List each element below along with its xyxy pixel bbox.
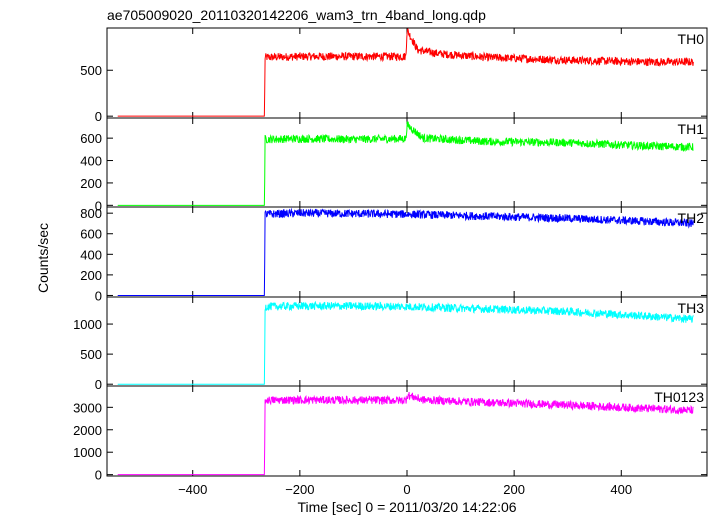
y-tick-label-th3: 0 [95, 377, 102, 392]
x-tick-label: 0 [403, 482, 410, 497]
panel-frame-th0123 [106, 385, 708, 477]
series-line-th0123 [117, 391, 694, 476]
y-tick-label-th0123: 0 [95, 468, 102, 483]
panel-frame-th3 [106, 296, 708, 387]
plot-title: ae705009020_20110320142206_wam3_trn_4ban… [107, 7, 486, 23]
series-label-th0: TH0 [678, 31, 705, 47]
series-line-th3 [117, 300, 694, 385]
y-tick-label-th3: 1000 [73, 317, 102, 332]
y-tick-label-th2: 0 [95, 288, 102, 303]
y-tick-label-th2: 800 [80, 206, 102, 221]
y-tick-label-th1: 200 [80, 176, 102, 191]
series-label-th2: TH2 [678, 210, 705, 226]
x-tick-label: 400 [610, 482, 632, 497]
y-tick-label-th3: 500 [80, 347, 102, 362]
series-label-th1: TH1 [678, 121, 705, 137]
y-tick-label-th2: 600 [80, 227, 102, 242]
series-line-th0 [117, 28, 694, 117]
x-tick-label: −400 [178, 482, 207, 497]
y-tick-label-th2: 200 [80, 268, 102, 283]
y-tick-label-th0: 0 [95, 109, 102, 124]
panels-group: 0 500 TH0 0 200 400 600 TH1 0 200 400 600 800 TH2 0 500… [73, 27, 708, 497]
y-tick-label-th0123: 2000 [73, 423, 102, 438]
y-tick-label-th0123: 1000 [73, 445, 102, 460]
series-label-th0123: TH0123 [654, 389, 704, 405]
y-tick-label-th1: 400 [80, 154, 102, 169]
x-axis-label: Time [sec] 0 = 2011/03/20 14:22:06 [297, 499, 516, 515]
y-tick-label-th2: 400 [80, 247, 102, 262]
y-tick-label-th0: 500 [80, 63, 102, 78]
x-tick-label: −200 [285, 482, 314, 497]
y-tick-label-th0123: 3000 [73, 400, 102, 415]
series-line-th1 [117, 121, 694, 206]
series-line-th2 [117, 207, 694, 296]
x-tick-label: 200 [503, 482, 525, 497]
series-label-th3: TH3 [678, 300, 705, 316]
y-tick-label-th1: 600 [80, 131, 102, 146]
y-tick-label-th1: 0 [95, 198, 102, 213]
y-axis-label: Counts/sec [35, 223, 51, 293]
